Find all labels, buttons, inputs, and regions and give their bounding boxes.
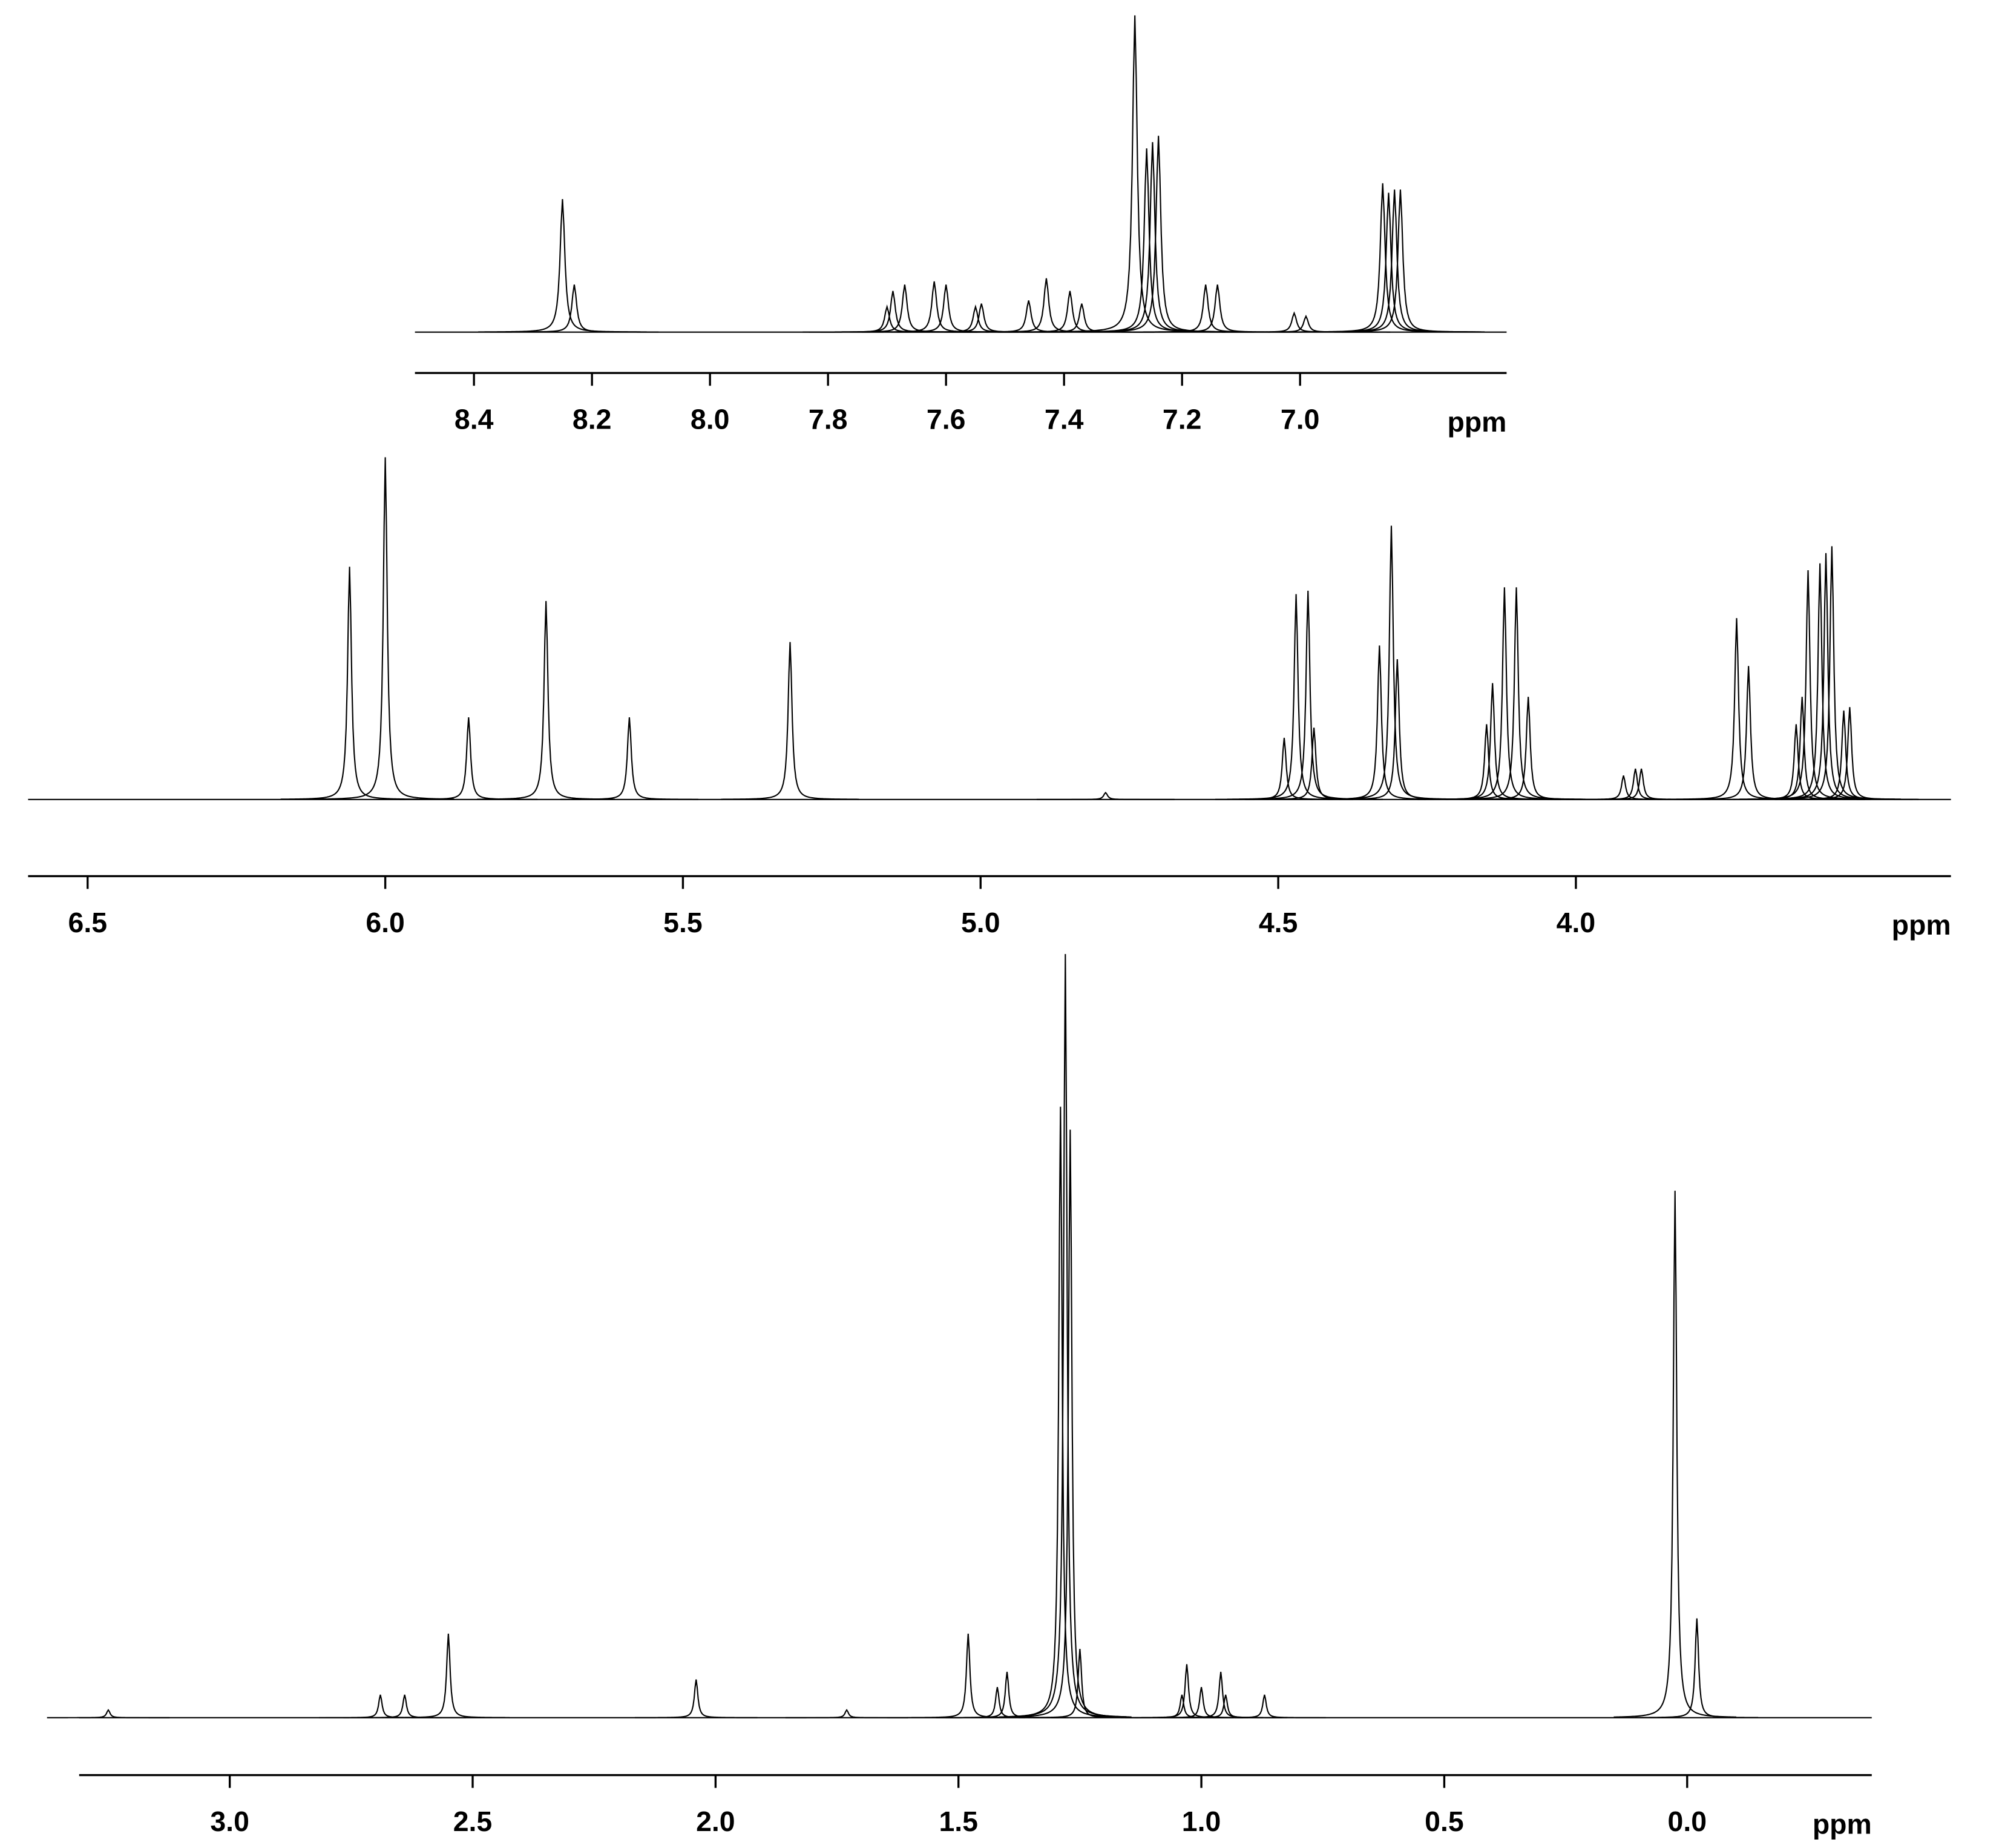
peak bbox=[850, 281, 1019, 333]
peak bbox=[1074, 136, 1243, 333]
peak bbox=[1459, 697, 1598, 800]
peak bbox=[316, 457, 455, 800]
peak bbox=[1739, 570, 1877, 800]
peak bbox=[1316, 189, 1485, 333]
peak bbox=[1613, 1191, 1736, 1718]
x-tick-label: 7.6 bbox=[927, 404, 966, 435]
x-tick-label: 8.2 bbox=[573, 404, 612, 435]
x-axis-label: ppm bbox=[1447, 406, 1506, 438]
peak bbox=[1125, 1664, 1249, 1718]
peak bbox=[560, 717, 698, 800]
peak bbox=[1227, 594, 1365, 800]
peak bbox=[399, 717, 538, 800]
peak bbox=[1036, 791, 1175, 800]
x-tick-label: 0.0 bbox=[1668, 1806, 1707, 1837]
x-tick-label: 1.0 bbox=[1182, 1806, 1221, 1837]
peak bbox=[490, 284, 659, 333]
peak bbox=[1068, 142, 1237, 333]
peak bbox=[319, 1694, 442, 1718]
peak bbox=[1310, 645, 1449, 800]
peak bbox=[820, 284, 990, 333]
peak bbox=[1554, 775, 1693, 800]
x-axis-label: ppm bbox=[1813, 1808, 1872, 1840]
peak bbox=[1019, 1649, 1141, 1718]
x-tick-label: 7.8 bbox=[809, 404, 848, 435]
x-tick-label: 7.4 bbox=[1045, 404, 1084, 435]
peak bbox=[1245, 727, 1383, 800]
peak bbox=[1328, 659, 1466, 800]
peak bbox=[985, 291, 1155, 333]
peak bbox=[1780, 707, 1919, 800]
peak bbox=[1062, 148, 1231, 333]
peak bbox=[1050, 15, 1219, 333]
peak bbox=[1435, 587, 1574, 800]
peak bbox=[1164, 1694, 1287, 1718]
peak bbox=[47, 1709, 170, 1718]
peak bbox=[999, 1106, 1122, 1718]
peak bbox=[1304, 192, 1473, 333]
x-tick-label: 7.2 bbox=[1163, 404, 1202, 435]
x-tick-label: 3.0 bbox=[210, 1806, 249, 1837]
peak bbox=[1203, 1694, 1326, 1718]
peak bbox=[634, 1679, 758, 1718]
x-tick-label: 5.5 bbox=[663, 907, 703, 938]
peak bbox=[1140, 1687, 1263, 1718]
peak bbox=[891, 304, 1060, 333]
x-tick-label: 1.5 bbox=[939, 1806, 978, 1837]
peak bbox=[802, 304, 971, 333]
peak bbox=[1310, 189, 1479, 333]
x-tick-label: 5.0 bbox=[961, 907, 1000, 938]
peak bbox=[387, 1633, 510, 1718]
peak bbox=[1210, 311, 1379, 333]
peak bbox=[1423, 683, 1562, 800]
peak bbox=[907, 1633, 1030, 1718]
x-tick-label: 0.5 bbox=[1425, 1806, 1464, 1837]
peak bbox=[721, 642, 859, 800]
peak bbox=[1221, 314, 1391, 333]
x-tick-label: 8.0 bbox=[691, 404, 730, 435]
peak bbox=[1635, 1618, 1759, 1718]
peak bbox=[1667, 618, 1806, 800]
peak bbox=[280, 567, 419, 800]
x-tick-label: 6.0 bbox=[366, 907, 405, 938]
x-tick-label: 7.0 bbox=[1281, 404, 1320, 435]
peak bbox=[785, 1709, 908, 1718]
x-tick-label: 6.5 bbox=[68, 907, 108, 938]
peak bbox=[1215, 737, 1353, 800]
peak bbox=[809, 291, 977, 333]
x-tick-label: 2.0 bbox=[696, 1806, 735, 1837]
peak bbox=[478, 199, 647, 333]
x-tick-label: 4.0 bbox=[1557, 907, 1596, 938]
peak bbox=[1447, 587, 1586, 800]
peak bbox=[343, 1694, 466, 1718]
x-axis-label: ppm bbox=[1892, 909, 1951, 941]
peak bbox=[962, 278, 1131, 333]
peak bbox=[1009, 1130, 1132, 1718]
peak bbox=[1159, 1671, 1282, 1718]
peak bbox=[477, 600, 615, 800]
peak bbox=[1239, 590, 1377, 800]
x-tick-label: 2.5 bbox=[453, 1806, 493, 1837]
x-tick-label: 4.5 bbox=[1259, 907, 1298, 938]
peak bbox=[1322, 525, 1460, 800]
x-tick-label: 8.4 bbox=[455, 404, 494, 435]
